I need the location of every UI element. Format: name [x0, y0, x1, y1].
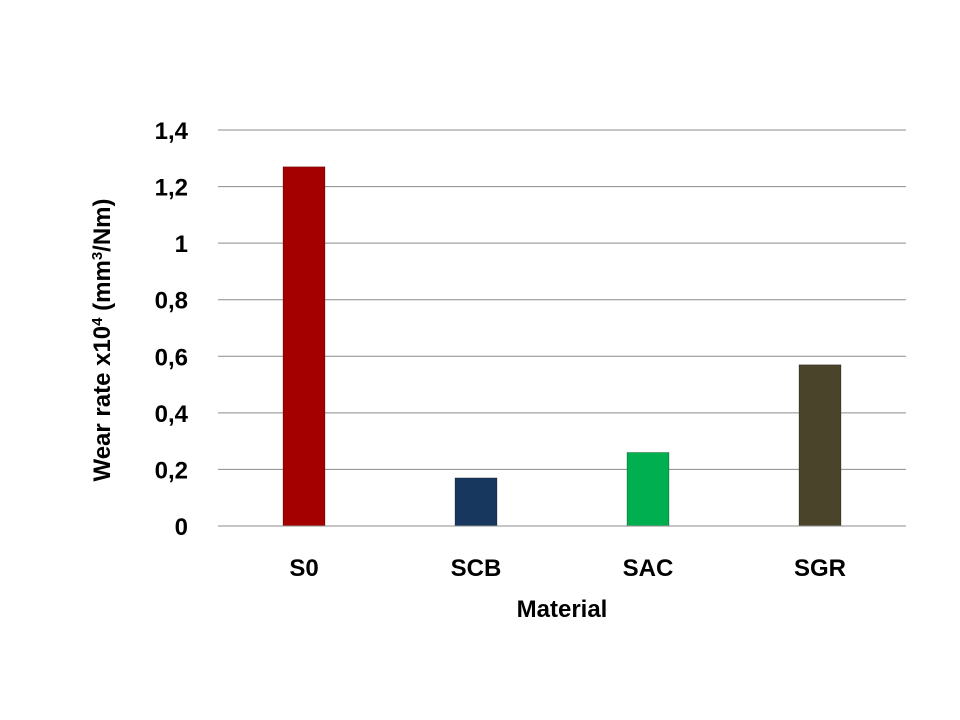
x-tick-label: SCB [451, 555, 502, 582]
x-tick-label: SAC [623, 555, 674, 582]
y-axis-title-mid: (mm [89, 260, 116, 317]
gridlines [218, 129, 906, 470]
y-axis-title-prefix: Wear rate x10 [89, 326, 116, 482]
bars [282, 166, 842, 527]
y-axis-title-unit-exponent: 3 [89, 252, 106, 260]
y-tick-label: 1 [175, 231, 188, 258]
x-tick-label: SGR [794, 555, 846, 582]
y-axis-title-exponent: 4 [89, 317, 106, 326]
y-tick-labels: 0 0,2 0,4 0,6 0,8 1 1,2 1,4 [155, 118, 189, 541]
x-axis-title: Material [517, 596, 608, 623]
bar-sgr [798, 364, 842, 527]
bar-scb [454, 477, 498, 527]
y-axis-title-suffix: /Nm) [89, 198, 116, 251]
y-axis-title: Wear rate x104 (mm3/Nm) [89, 198, 117, 481]
y-tick-label: 0 [175, 514, 188, 541]
y-tick-label: 0,4 [155, 401, 189, 428]
y-tick-label: 1,4 [155, 118, 189, 145]
bar-sac [626, 451, 670, 527]
y-tick-label: 1,2 [155, 175, 188, 202]
y-tick-label: 0,6 [155, 344, 188, 371]
y-tick-label: 0,2 [155, 457, 188, 484]
bar-s0 [282, 166, 326, 527]
y-tick-label: 0,8 [155, 288, 188, 315]
x-tick-label: S0 [289, 555, 318, 582]
x-tick-labels: S0 SCB SAC SGR [289, 555, 846, 582]
